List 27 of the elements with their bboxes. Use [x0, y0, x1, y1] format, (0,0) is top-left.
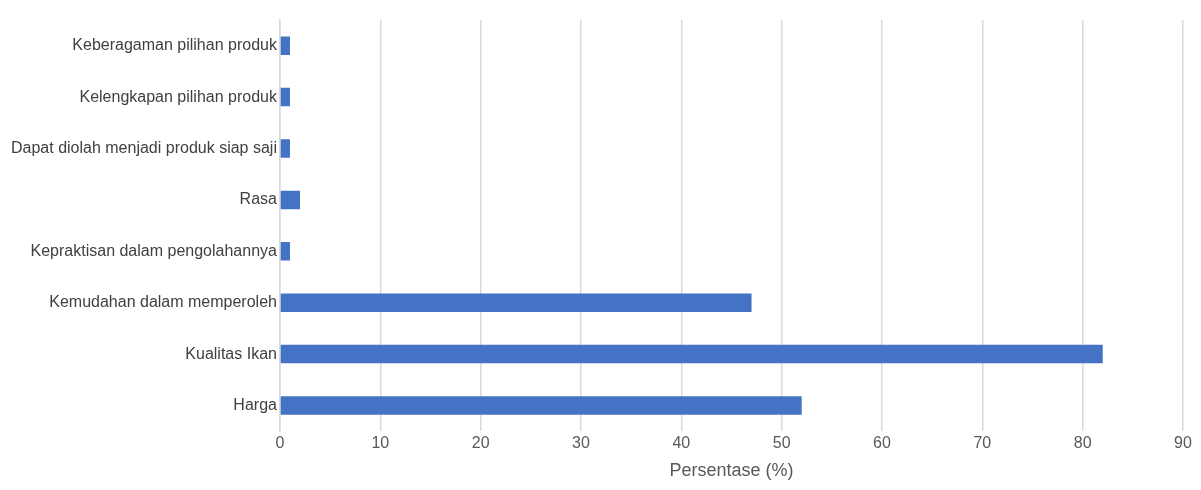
y-tick-label: Kepraktisan dalam pengolahannya [30, 241, 278, 259]
x-tick-label: 50 [772, 434, 791, 452]
x-tick-label: 80 [1073, 434, 1092, 452]
x-tick-label: 0 [275, 434, 285, 452]
x-tick-label: 30 [572, 434, 590, 452]
bar [280, 242, 290, 261]
y-tick-label: Rasa [239, 190, 278, 208]
y-tick-label: Keberagaman pilihan produk [72, 36, 278, 54]
y-tick-label: Kemudahan dalam memperoleh [49, 293, 277, 311]
x-tick-label: 70 [973, 434, 992, 452]
y-tick-label: Kelengkapan pilihan produk [79, 87, 278, 105]
bar [280, 36, 290, 55]
x-tick-label: 20 [471, 434, 490, 452]
bar [280, 190, 301, 210]
x-tick-label: 90 [1174, 434, 1192, 452]
x-tick-label: 40 [672, 434, 691, 452]
bar [280, 139, 290, 158]
bar [280, 87, 290, 107]
bar [280, 396, 802, 415]
x-axis-title: Persentase (%) [669, 460, 794, 481]
bar [280, 293, 752, 312]
bar [280, 344, 1103, 364]
y-tick-label: Dapat diolah menjadi produk siap saji [11, 138, 277, 156]
y-tick-label: Kualitas Ikan [185, 344, 277, 362]
y-tick-label: Harga [233, 395, 278, 413]
x-tick-label: 10 [371, 434, 390, 452]
x-tick-label: 60 [873, 434, 891, 452]
